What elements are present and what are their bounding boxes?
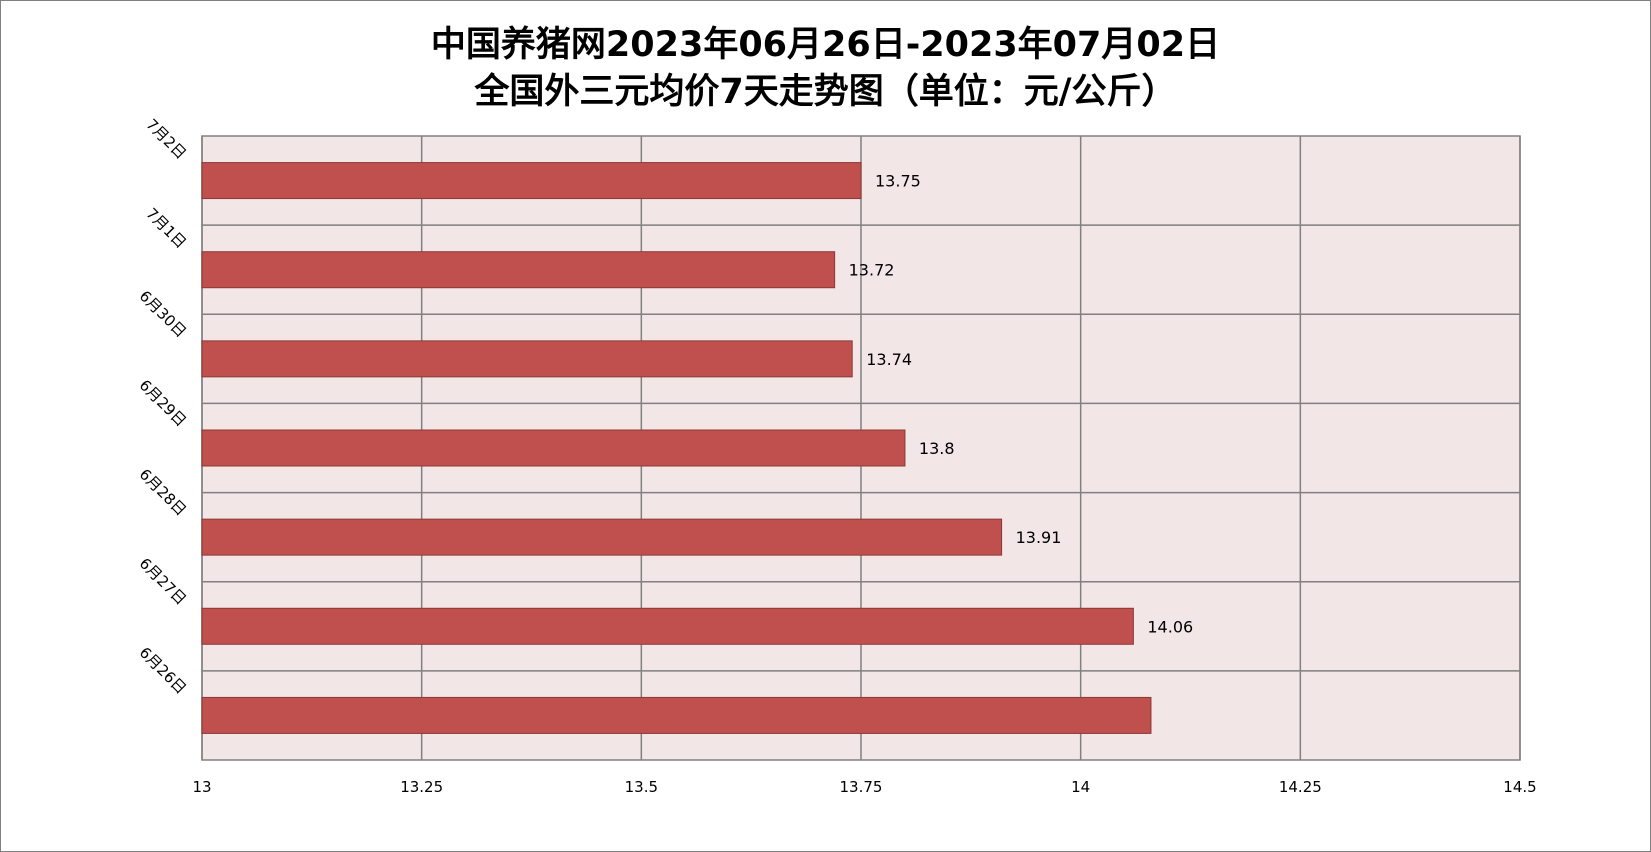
y-category-label: 6月26日	[136, 643, 190, 697]
data-label: 13.74	[866, 350, 912, 369]
data-label: 14.06	[1147, 617, 1193, 636]
y-category-label: 6月29日	[136, 376, 190, 430]
data-label: 13.72	[849, 261, 895, 280]
y-category-label: 7月2日	[142, 115, 189, 162]
bar	[201, 251, 836, 289]
chart-title-line-1: 中国养猪网2023年06月26日-2023年07月02日	[430, 25, 1221, 65]
x-tick-label: 14.5	[1503, 778, 1536, 796]
bar	[201, 607, 1134, 645]
x-tick-label: 13.5	[625, 778, 658, 796]
chart-title-line-2: 全国外三元均价7天走势图（单位：元/公斤）	[474, 72, 1177, 112]
chart-title: 中国养猪网2023年06月26日-2023年07月02日 全国外三元均价7天走势…	[0, 22, 1651, 116]
y-category-label: 6月27日	[136, 554, 190, 608]
data-label: 13.91	[1016, 528, 1062, 547]
data-label: 13.75	[875, 172, 921, 191]
bar	[201, 518, 1003, 556]
x-tick-label: 13.75	[840, 778, 883, 796]
data-labels: 13.75 13.72 13.74 13.8 13.91 14.06	[849, 172, 1194, 637]
x-tick-label: 13.25	[400, 778, 443, 796]
x-tick-label: 13	[192, 778, 211, 796]
data-label: 13.8	[919, 439, 955, 458]
y-category-label: 6月28日	[136, 465, 190, 519]
bar	[201, 162, 862, 200]
grid-lines	[201, 136, 1521, 760]
bar	[201, 696, 1152, 734]
x-tick-label: 14	[1071, 778, 1090, 796]
bars	[201, 162, 1152, 734]
bar	[201, 429, 906, 467]
x-tick-label: 14.25	[1279, 778, 1322, 796]
y-axis-categories: 7月2日 7月1日 6月30日 6月29日 6月28日 6月27日 6月26日	[136, 115, 190, 697]
y-category-label: 7月1日	[142, 205, 189, 252]
bar	[201, 340, 853, 378]
y-category-label: 6月30日	[136, 287, 190, 341]
x-axis-ticks: 13 13.25 13.5 13.75 14 14.25 14.5	[192, 778, 1536, 796]
